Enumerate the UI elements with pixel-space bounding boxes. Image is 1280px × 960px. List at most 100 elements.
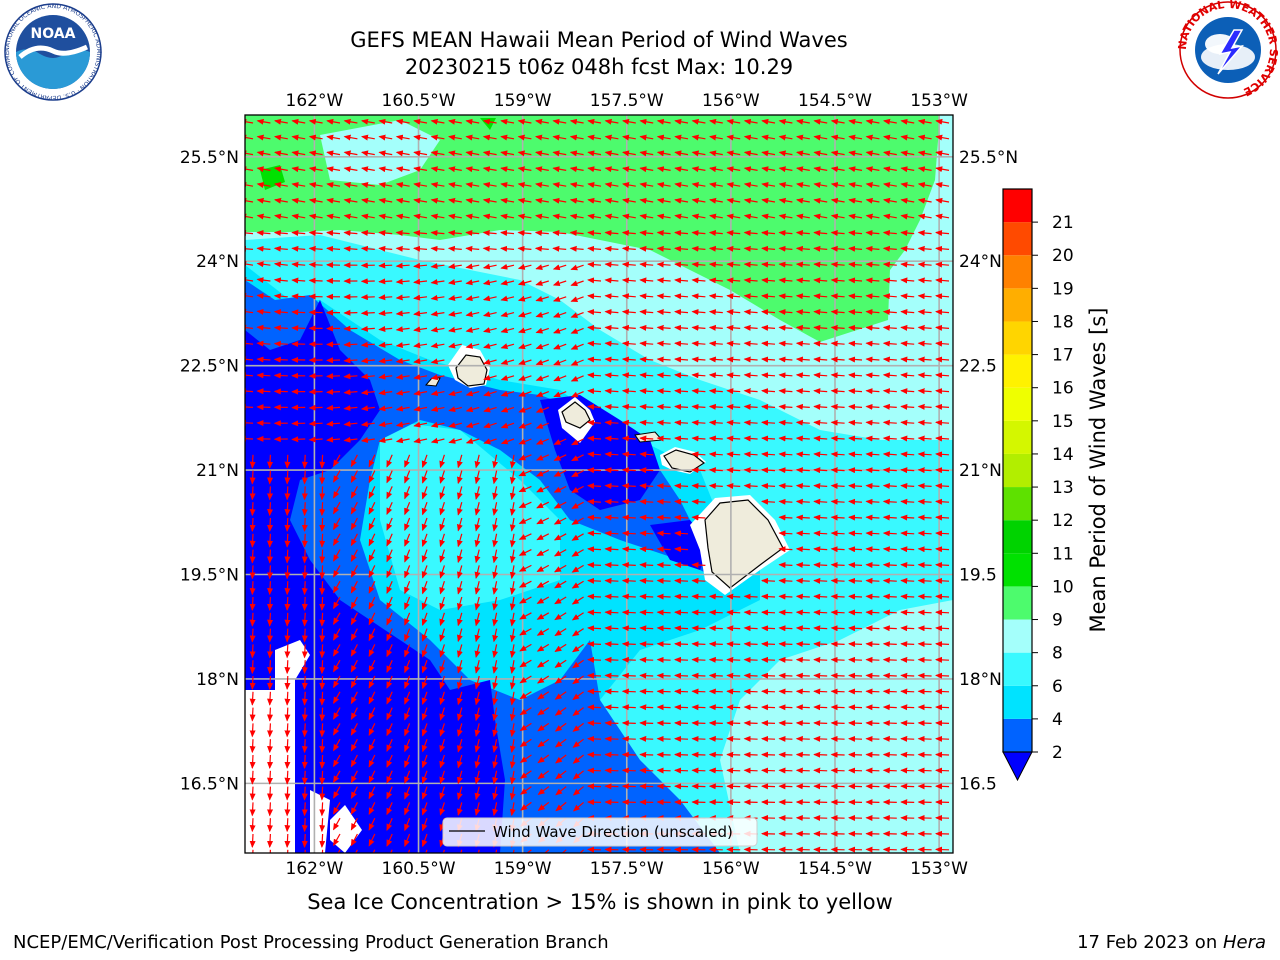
wind-arrow [587,451,602,458]
wind-arrow [900,672,915,679]
wind-arrow [291,134,306,141]
wind-arrow [743,609,758,616]
wind-arrow [604,356,619,363]
wind-arrow [587,641,602,648]
wind-arrow [360,294,375,301]
wind-arrow [691,609,706,616]
wind-arrow [778,309,793,316]
colorbar-tick-label: 12 [1052,511,1074,531]
wind-arrow [319,723,326,738]
wind-arrow [848,134,863,141]
wind-arrow [482,197,497,204]
wind-arrow [430,358,445,365]
lon-tick-bottom: 159°W [494,859,552,879]
wind-arrow [795,625,810,632]
wind-arrow [587,261,602,268]
colorbar-tick-label: 9 [1052,611,1063,631]
wind-arrow [256,261,271,268]
lon-tick-top: 157.5°W [590,91,664,111]
wind-arrow [795,340,810,347]
wind-arrow [465,213,480,220]
wind-arrow [656,704,671,711]
wind-arrow [726,309,741,316]
wind-arrow [301,739,308,754]
wind-arrow [569,213,584,220]
wind-arrow [830,245,845,252]
wind-arrow [935,213,950,220]
wind-arrow [267,833,274,848]
wind-arrow [249,470,256,485]
colorbar-segment [1003,288,1032,322]
wind-arrow [587,546,602,553]
wind-arrow [256,293,271,299]
wind-arrow [552,197,567,204]
wind-arrow [256,197,271,204]
wind-arrow [848,704,863,711]
wind-arrow [587,688,602,695]
wind-arrow [726,593,741,600]
wind-arrow [830,118,845,125]
colorbar-segment [1003,222,1032,256]
wind-arrow [656,562,671,569]
wind-arrow [256,245,271,252]
wind-arrow [848,609,863,616]
wind-arrow [708,593,723,600]
wind-arrow [882,340,897,347]
wind-arrow [378,245,393,252]
wind-arrow [604,118,619,125]
wind-arrow [935,688,950,695]
wind-arrow [291,261,306,268]
wind-arrow [360,341,375,348]
wind-arrow [535,295,549,302]
wind-arrow [256,213,271,220]
wind-arrow [256,388,271,395]
wind-arrow [709,182,723,188]
colorbar-tick-label: 10 [1052,577,1074,597]
wind-arrow [882,562,897,569]
wind-arrow [284,581,291,596]
wind-arrow [761,720,776,727]
wind-arrow [301,470,308,485]
wind-arrow [319,612,326,627]
wind-arrow [465,197,480,204]
wind-arrow [761,625,776,632]
wind-arrow [761,467,776,474]
wind-arrow [830,230,845,236]
wind-arrow [691,356,706,363]
wind-arrow [743,688,758,695]
wind-arrow [882,245,897,252]
wind-arrow [430,326,445,333]
wind-arrow [587,704,602,711]
wind-arrow [813,593,828,600]
wind-arrow [284,770,291,785]
wind-arrow [326,118,341,125]
colorbar-tick-label: 11 [1052,544,1074,564]
wind-arrow [865,467,880,474]
wind-arrow [604,720,619,727]
colorbar-tick-label: 21 [1052,213,1074,233]
wind-arrow [284,786,291,801]
wind-arrow [639,482,654,489]
wind-arrow [378,278,393,285]
wind-arrow [465,230,480,236]
wind-arrow [639,546,654,553]
wind-arrow [361,197,375,204]
wind-arrow [830,735,845,742]
wind-arrow [343,118,358,125]
wind-arrow [656,277,671,284]
wind-arrow [900,150,915,157]
colorbar-segment [1003,487,1032,521]
wind-arrow [709,118,723,125]
wind-arrow [900,356,915,363]
wind-arrow [761,735,776,742]
wind-arrow [900,562,915,569]
wind-arrow [674,482,689,489]
wind-arrow [256,356,271,363]
wind-arrow [245,419,254,426]
wind-arrow [319,691,326,706]
wind-arrow [587,150,602,157]
wind-arrow [778,277,793,284]
wind-arrow [656,356,671,363]
wind-arrow [465,279,480,286]
wind-arrow [917,498,932,505]
